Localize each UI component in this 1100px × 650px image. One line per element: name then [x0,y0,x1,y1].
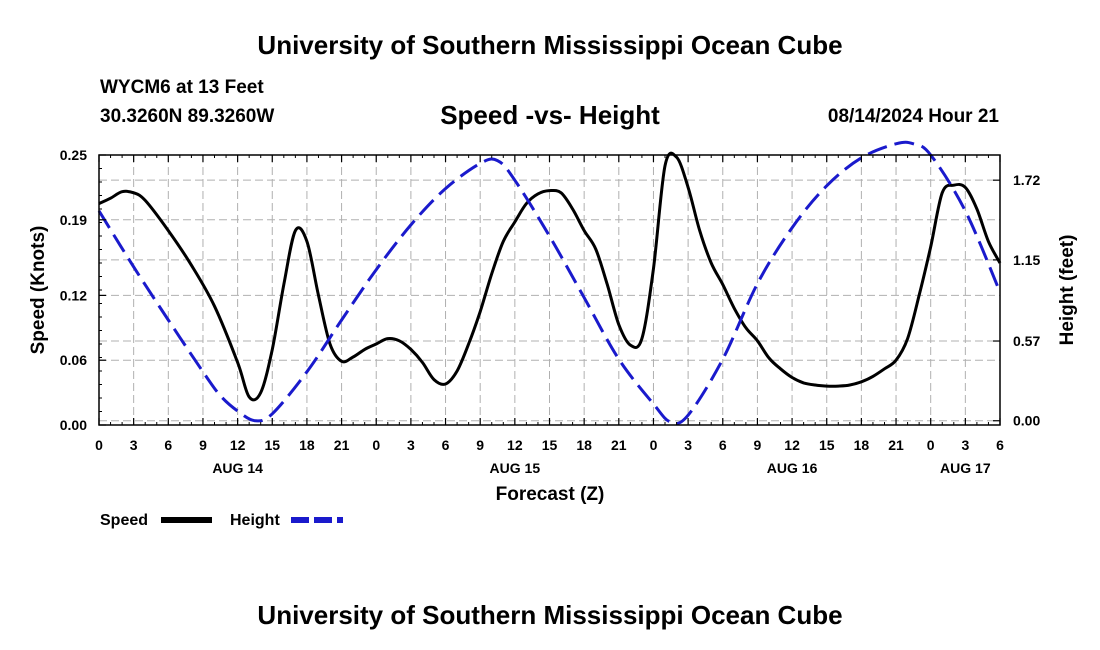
x-tick-label: 3 [684,437,692,453]
x-tick-label: 6 [996,437,1004,453]
legend-speed-label: Speed [100,512,148,529]
day-label: AUG 15 [490,460,541,476]
x-tick-label: 6 [442,437,450,453]
x-axis-title: Forecast (Z) [496,484,605,505]
y2-tick-label: 1.72 [1013,172,1040,188]
grid-layer [99,155,1000,425]
chart-footer-title: University of Southern Mississippi Ocean… [257,600,843,630]
x-tick-label: 0 [372,437,380,453]
legend: Speed Height [100,512,343,529]
x-tick-label: 15 [542,437,558,453]
x-tick-label: 21 [888,437,904,453]
x-tick-label: 0 [927,437,935,453]
x-tick-label: 12 [230,437,246,453]
height-series-line [97,140,1002,425]
forecast-datetime: 08/14/2024 Hour 21 [827,106,999,127]
x-tick-label: 15 [264,437,280,453]
x-tick-label: 6 [164,437,172,453]
y-tick-label: 0.25 [60,147,87,163]
speed-series-line [98,151,1002,402]
y-tick-label: 0.06 [60,352,87,368]
x-tick-label: 18 [576,437,592,453]
y-tick-label: 0.19 [60,212,87,228]
x-tick-label: 3 [961,437,969,453]
day-label: AUG 14 [212,460,263,476]
chart-subtitle: Speed -vs- Height [440,100,660,130]
x-tick-label: 0 [650,437,658,453]
y2-tick-label: 0.00 [1013,413,1040,429]
day-label: AUG 16 [767,460,818,476]
chart-main-title: University of Southern Mississippi Ocean… [257,30,843,60]
legend-height-label: Height [230,512,280,529]
x-tick-label: 12 [784,437,800,453]
axis-layer: 0 3 6 9 12 15 18 21 0 3 6 9 12 15 18 21 0 3 6 9 12 15 18 21 0 3 6A… [60,147,1041,476]
x-tick-label: 21 [334,437,350,453]
day-label: AUG 17 [940,460,991,476]
x-tick-label: 21 [611,437,627,453]
y2-tick-label: 1.15 [1013,252,1040,268]
x-tick-label: 9 [199,437,207,453]
series-layer [97,140,1002,425]
x-tick-label: 18 [854,437,870,453]
y-tick-label: 0.12 [60,287,87,303]
y2-tick-label: 0.57 [1013,333,1040,349]
station-label: WYCM6 at 13 Feet [100,77,264,98]
x-tick-label: 18 [299,437,315,453]
y-tick-label: 0.00 [60,417,87,433]
coordinates-label: 30.3260N 89.3260W [100,106,275,127]
y2-axis-title: Height (feet) [1057,235,1078,346]
x-tick-label: 9 [476,437,484,453]
x-tick-label: 15 [819,437,835,453]
x-tick-label: 9 [754,437,762,453]
x-tick-label: 12 [507,437,523,453]
x-tick-label: 6 [719,437,727,453]
x-tick-label: 3 [407,437,415,453]
x-tick-label: 0 [95,437,103,453]
x-tick-label: 3 [130,437,138,453]
y-axis-title: Speed (Knots) [28,226,49,355]
